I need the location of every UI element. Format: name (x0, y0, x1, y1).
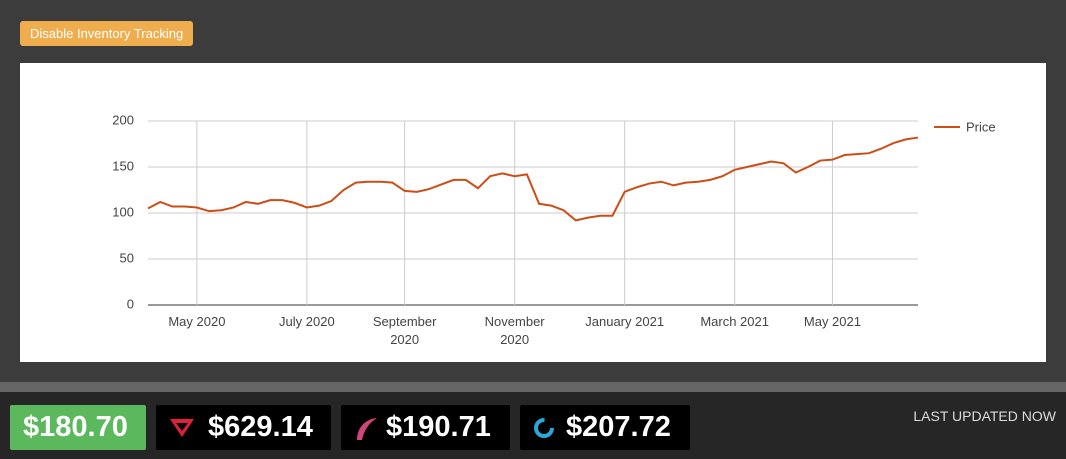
line (147, 136, 919, 222)
price: $190.71 (386, 411, 491, 443)
price: $180.70 (23, 411, 128, 443)
y-tick-label: 50 (120, 250, 134, 265)
x-tick-label: May 2020 (168, 314, 226, 329)
price-box: $180.70 (10, 405, 146, 450)
x-tick-label: January 2021 (585, 314, 665, 329)
chart-panel: 0 50 100 150 200 Price May 2020 July 2020 Septe… (20, 63, 1046, 362)
x-tick-label: November 2020 (484, 314, 545, 347)
price-box: $190.71 (341, 405, 510, 450)
icon (170, 419, 194, 437)
icon (534, 418, 554, 438)
chart: 0 50 100 150 200 Price (112, 112, 996, 311)
y-tick-label: 100 (112, 204, 134, 219)
icon (357, 418, 377, 440)
last-updated: LAST UPDATED NOW (913, 408, 1056, 424)
x-tick-label: March 2021 (700, 314, 769, 329)
x-tick-label: May 2021 (803, 314, 861, 329)
price-box: $629.14 (156, 405, 331, 450)
divider (0, 382, 1066, 392)
y-tick-label: 0 (127, 296, 134, 311)
disable-tracking-button[interactable]: Disable Inventory Tracking (20, 21, 194, 46)
price-bar: $180.70 $629.14 $190.71 $207.72 LAST UPD… (0, 392, 1066, 459)
legend-label: Price (966, 119, 996, 134)
y-tick-label: 150 (112, 158, 134, 173)
y-tick-label: 200 (112, 112, 134, 127)
price-box: $207.72 (520, 405, 690, 450)
price: $207.72 (566, 411, 671, 443)
x-tick-label: July 2020 (279, 314, 335, 329)
x-tick-label: September 2020 (372, 314, 437, 347)
price: $629.14 (208, 411, 313, 443)
